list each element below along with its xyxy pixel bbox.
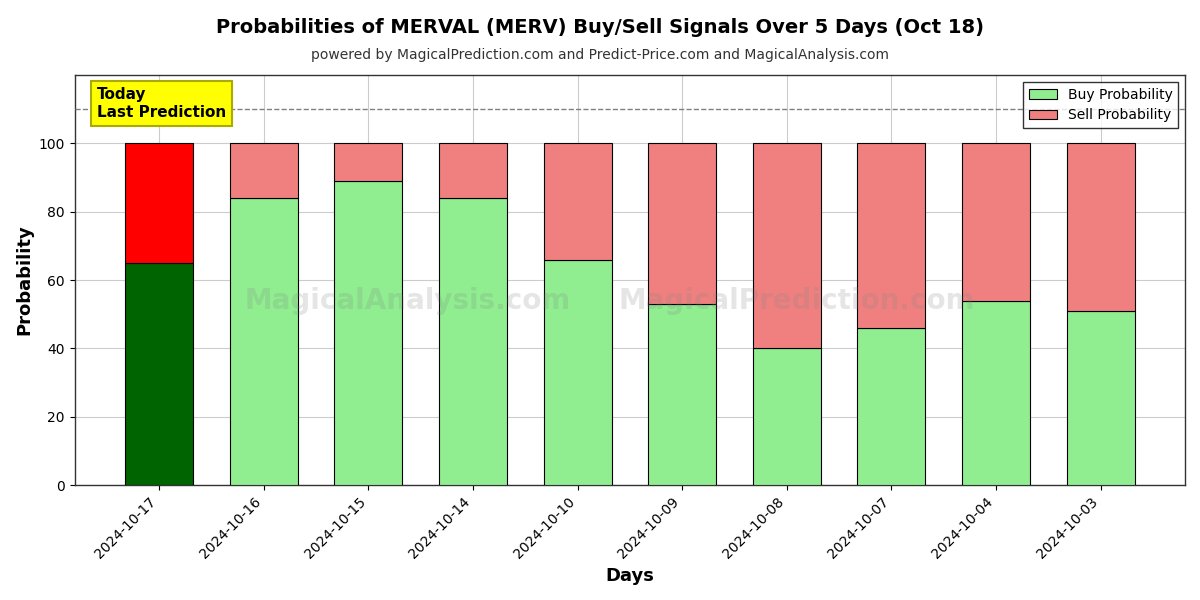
Bar bbox=[335, 181, 402, 485]
Text: Today
Last Prediction: Today Last Prediction bbox=[97, 88, 226, 120]
Text: powered by MagicalPrediction.com and Predict-Price.com and MagicalAnalysis.com: powered by MagicalPrediction.com and Pre… bbox=[311, 48, 889, 62]
Bar bbox=[229, 198, 298, 485]
Legend: Buy Probability, Sell Probability: Buy Probability, Sell Probability bbox=[1024, 82, 1178, 128]
Text: MagicalPrediction.com: MagicalPrediction.com bbox=[618, 287, 974, 314]
Text: MagicalAnalysis.com: MagicalAnalysis.com bbox=[245, 287, 571, 314]
Bar bbox=[648, 143, 716, 304]
Bar bbox=[752, 349, 821, 485]
Bar bbox=[229, 143, 298, 198]
X-axis label: Days: Days bbox=[605, 567, 654, 585]
Bar bbox=[648, 304, 716, 485]
Text: Probabilities of MERVAL (MERV) Buy/Sell Signals Over 5 Days (Oct 18): Probabilities of MERVAL (MERV) Buy/Sell … bbox=[216, 18, 984, 37]
Bar bbox=[544, 143, 612, 260]
Bar bbox=[962, 143, 1030, 301]
Bar bbox=[439, 198, 506, 485]
Bar bbox=[1067, 143, 1134, 311]
Bar bbox=[857, 143, 925, 328]
Y-axis label: Probability: Probability bbox=[16, 225, 34, 335]
Bar bbox=[752, 143, 821, 349]
Bar bbox=[439, 143, 506, 198]
Bar bbox=[962, 301, 1030, 485]
Bar bbox=[125, 143, 193, 263]
Bar bbox=[857, 328, 925, 485]
Bar bbox=[125, 263, 193, 485]
Bar bbox=[544, 260, 612, 485]
Bar bbox=[335, 143, 402, 181]
Bar bbox=[1067, 311, 1134, 485]
